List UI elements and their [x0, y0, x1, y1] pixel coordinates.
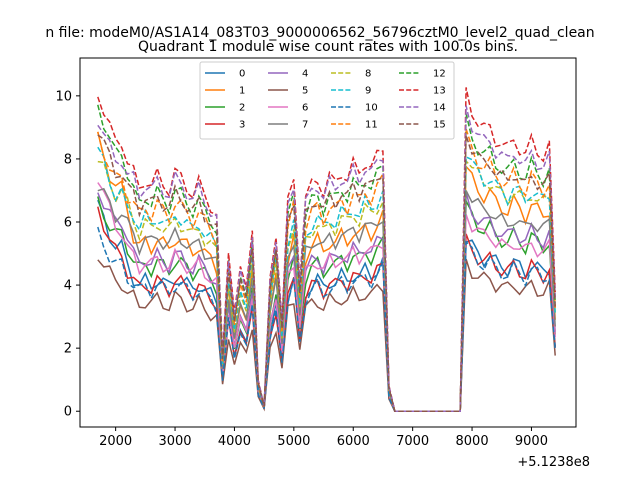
y-tick-label: 4 [64, 279, 72, 294]
x-tick-label: 8000 [456, 434, 489, 449]
series-line-0 [97, 199, 556, 412]
x-tick-label: 6000 [337, 434, 370, 449]
series-line-1 [97, 131, 556, 412]
x-offset-label: +5.1238e8 [517, 455, 590, 470]
y-tick-label: 0 [64, 405, 72, 420]
x-tick-label: 7000 [396, 434, 429, 449]
series-line-5 [97, 258, 556, 412]
series-line-9 [97, 146, 556, 412]
x-tick-label: 9000 [515, 434, 548, 449]
legend-label-12: 12 [433, 69, 446, 80]
chart-title: Quadrant 1 module wise count rates with … [138, 39, 518, 55]
y-tick-label: 6 [64, 216, 72, 231]
y-tick-label: 10 [55, 89, 72, 104]
x-tick-label: 5000 [277, 434, 310, 449]
y-axis: 0 2 4 6 8 10 [55, 89, 80, 420]
series-line-12 [97, 104, 556, 412]
series-line-15 [97, 134, 556, 412]
y-tick-label: 2 [64, 342, 72, 357]
legend-label-7: 7 [302, 120, 308, 131]
x-tick-label: 2000 [99, 434, 132, 449]
legend-label-15: 15 [433, 120, 446, 131]
series-line-14 [97, 105, 556, 412]
legend-label-11: 11 [365, 120, 378, 131]
legend-label-14: 14 [433, 103, 446, 114]
plot-area [97, 87, 556, 412]
x-tick-label: 4000 [218, 434, 251, 449]
series-line-6 [97, 182, 556, 412]
legend-label-3: 3 [239, 120, 245, 131]
legend-label-2: 2 [239, 103, 245, 114]
series-line-11 [97, 128, 556, 412]
legend-label-6: 6 [302, 103, 308, 114]
x-axis: 2000 3000 4000 5000 6000 7000 8000 9000 [99, 427, 548, 449]
legend-label-0: 0 [239, 69, 245, 80]
axes-frame [79, 57, 577, 428]
legend-label-4: 4 [302, 69, 308, 80]
legend-box [199, 61, 455, 140]
series-line-2 [97, 196, 556, 412]
chart-suptitle: n file: modeM0/AS1A14_083T03_9000006562_… [45, 25, 594, 41]
legend-label-1: 1 [239, 86, 245, 97]
legend-label-13: 13 [433, 86, 446, 97]
x-tick-label: 3000 [158, 434, 191, 449]
legend-label-9: 9 [365, 86, 371, 97]
legend-label-5: 5 [302, 86, 308, 97]
legend-label-8: 8 [365, 69, 371, 80]
legend-label-10: 10 [365, 103, 378, 114]
series-line-10 [97, 226, 556, 412]
series-line-3 [97, 206, 556, 412]
y-tick-label: 8 [64, 152, 72, 167]
series-line-7 [97, 187, 556, 412]
